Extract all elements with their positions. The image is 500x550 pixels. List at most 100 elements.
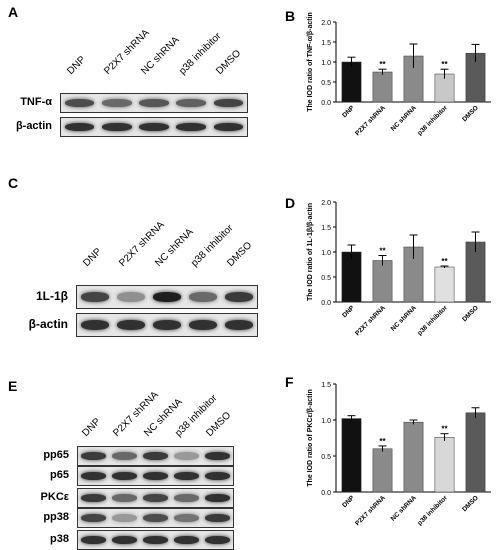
blot-band [213, 98, 244, 108]
blot-band [112, 451, 137, 461]
significance-label: ** [379, 437, 386, 446]
y-tick-label: 1.0 [321, 418, 331, 425]
blot-band [174, 471, 199, 481]
category-label: DMSO [461, 494, 480, 513]
blot-band [80, 320, 110, 330]
category-label: DMSO [461, 104, 480, 123]
blot-band [101, 98, 132, 108]
panel-letter-c: C [8, 175, 19, 191]
blot-strip [77, 466, 234, 486]
bar [341, 418, 362, 493]
y-tick-label: 1.0 [321, 60, 331, 67]
blot-band [174, 513, 199, 523]
blot-band [188, 320, 218, 330]
blot-band [81, 535, 106, 545]
blot-band [143, 535, 168, 545]
category-label: p38 inhibitor [416, 304, 449, 337]
lane-label: DNP [80, 246, 104, 269]
blot-band [143, 513, 168, 523]
category-label: P2X7 shRNA [354, 304, 387, 337]
y-axis-label: The IOD ratio of PKCε/β-actin [307, 389, 314, 486]
blot-row-label: β-actin [28, 317, 68, 331]
y-tick-label: 2.0 [321, 200, 331, 207]
category-label: DNP [341, 104, 356, 119]
category-label: DMSO [461, 304, 480, 323]
category-label: NC shRNA [390, 494, 418, 522]
y-tick-label: 1.5 [321, 382, 331, 389]
blot-strip [77, 446, 234, 466]
lane-label: DMSO [214, 48, 244, 77]
blot-band [174, 451, 199, 461]
blot-band [152, 292, 182, 302]
blot-band [81, 471, 106, 481]
lane-label: DNP [80, 416, 103, 439]
y-tick-label: 0.0 [321, 300, 331, 307]
blot-band [176, 98, 207, 108]
blot-strip [77, 530, 234, 550]
blot-strip [77, 488, 234, 508]
blot-band [116, 320, 146, 330]
blot-band [112, 535, 137, 545]
panel-letter-a: A [8, 4, 19, 20]
bar [341, 61, 362, 103]
category-label: P2X7 shRNA [354, 494, 387, 527]
bar [403, 421, 424, 493]
blot-band [81, 451, 106, 461]
blot-band [112, 471, 137, 481]
blot-row-label: TNF-α [20, 95, 52, 108]
blot-band [143, 471, 168, 481]
bar [372, 448, 393, 493]
blot-row-label: β-actin [15, 119, 52, 132]
bar [434, 266, 455, 303]
category-label: DNP [341, 304, 356, 319]
blot-strip [76, 313, 258, 337]
blot-strip [77, 508, 234, 528]
y-tick-label: 0.5 [321, 80, 331, 87]
bar-chart-f: 0.0 0.5 1.0 1.5 The IOD ratio of PKCε/β-acti… [307, 382, 491, 527]
blot-strip [76, 285, 258, 309]
blot-row-label: p38 [50, 532, 69, 545]
blot-band [174, 493, 199, 503]
blot-row-label: pp65 [43, 448, 69, 461]
significance-label: ** [379, 60, 386, 69]
category-label: NC shRNA [390, 104, 418, 132]
y-tick-label: 1.0 [321, 250, 331, 257]
blot-band [143, 493, 168, 503]
blot-band [112, 513, 137, 523]
blot-band [224, 320, 254, 330]
y-tick-label: 0.5 [321, 454, 331, 461]
bar-chart-d: 0.0 0.5 1.0 1.5 2.0 The IOD ratio of 1L-1β/β-… [307, 200, 491, 337]
blot-band [205, 535, 230, 545]
blot-band [205, 451, 230, 461]
y-tick-label: 2.0 [321, 20, 331, 27]
y-axis-label: The IOD ratio of 1L-1β/β-actin [307, 203, 314, 301]
bar [465, 412, 486, 493]
lane-label: DMSO [204, 410, 234, 439]
bar-chart-b: 0.0 0.5 1.0 1.5 2.0 The IOD ratio of TNF-α/β-… [307, 12, 491, 137]
y-tick-label: 0.0 [321, 490, 331, 497]
blot-band [205, 471, 230, 481]
blot-band [139, 98, 169, 108]
significance-label: ** [379, 247, 386, 256]
category-label: p38 inhibitor [416, 104, 449, 137]
blot-band [176, 122, 207, 132]
blot-band [174, 535, 199, 545]
panel-letter-f: F [285, 374, 294, 390]
y-tick-label: 1.5 [321, 225, 331, 232]
category-label: NC shRNA [390, 304, 418, 332]
panel-letter-d: D [285, 195, 296, 211]
significance-label: ** [441, 425, 448, 434]
blot-band [188, 292, 218, 302]
blot-band [152, 320, 182, 330]
panel-letter-b: B [285, 8, 296, 24]
bar [434, 437, 455, 493]
blot-band [81, 513, 106, 523]
lane-label: DMSO [224, 240, 254, 269]
blot-band [213, 122, 244, 132]
blot-band [112, 493, 137, 503]
y-axis-label: The IOD ratio of TNF-α/β-actin [307, 12, 314, 112]
bar [372, 71, 393, 103]
blot-band [224, 292, 254, 302]
lane-label: DNP [65, 54, 88, 77]
blot-row-label: p65 [50, 468, 69, 481]
